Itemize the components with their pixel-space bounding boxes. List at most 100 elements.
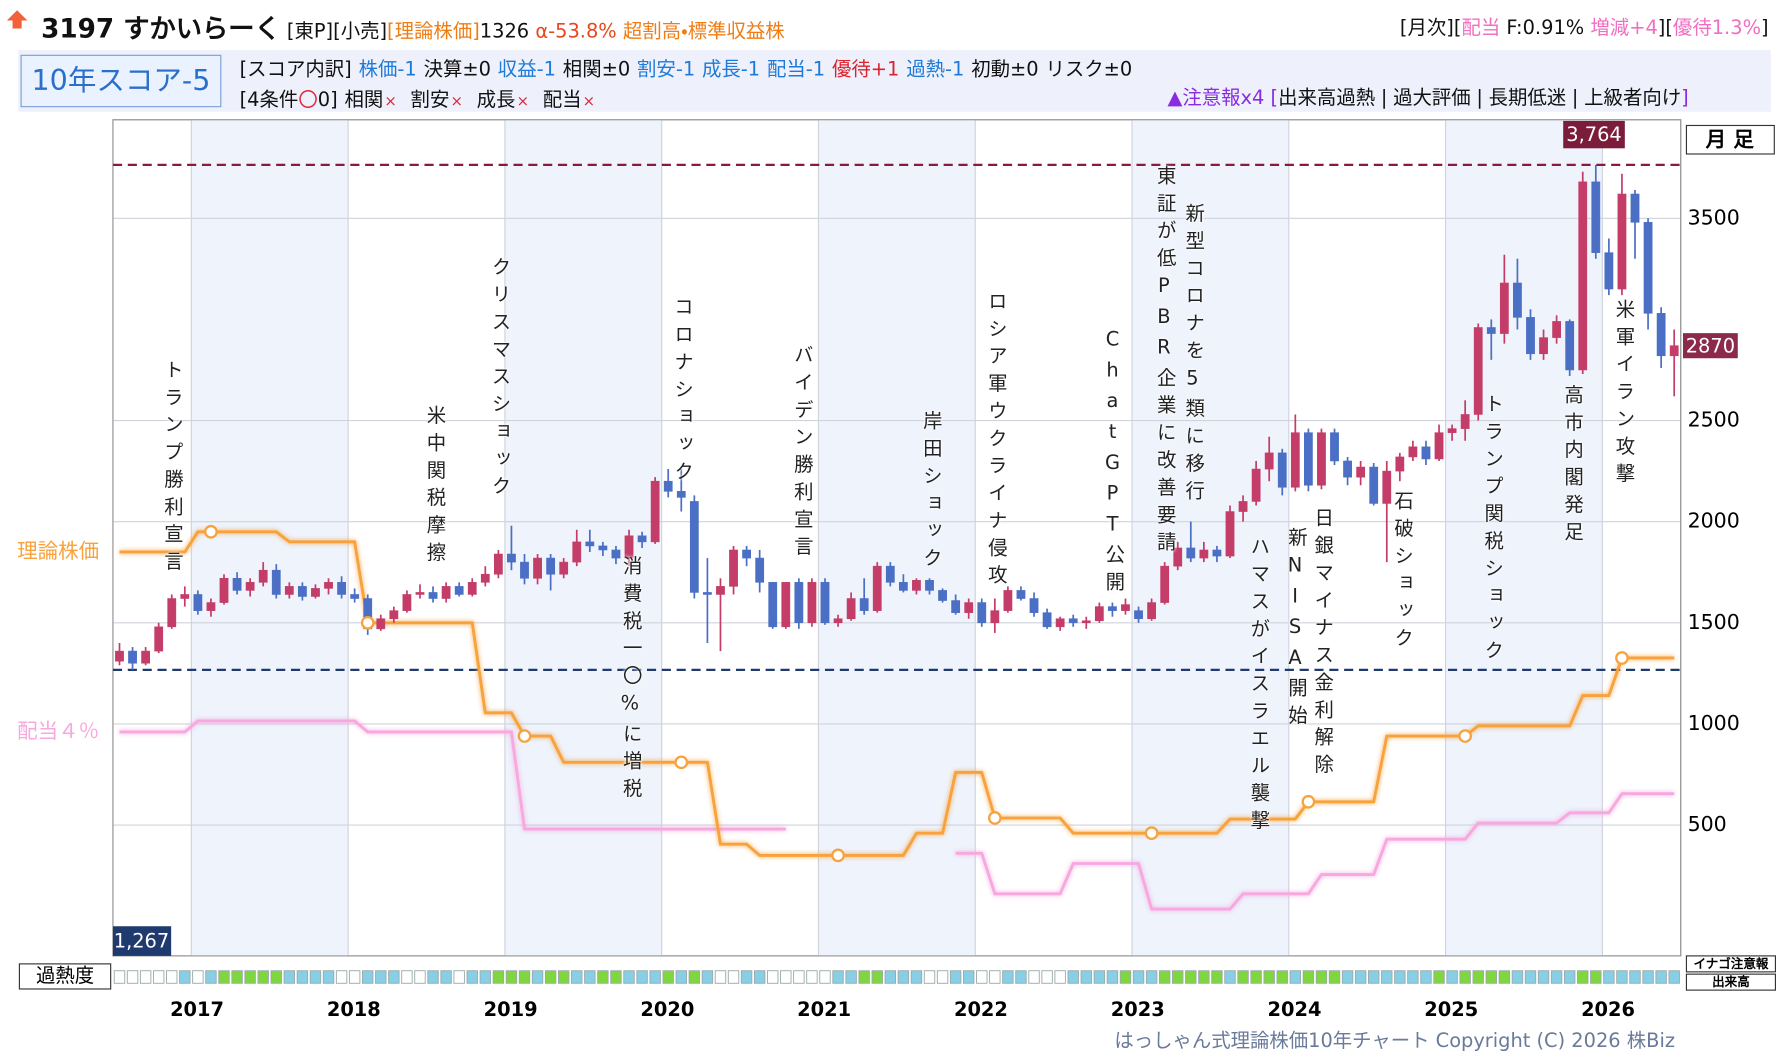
candle-body — [1499, 282, 1509, 334]
candle-body — [559, 561, 569, 575]
warning-sep: | — [1380, 86, 1388, 110]
candle-body — [546, 557, 556, 575]
warning-item: 長期低迷 — [1488, 86, 1567, 110]
overheat-cell — [714, 970, 727, 984]
event-label: トランプ勝利宣言 — [159, 359, 183, 579]
candle-body — [128, 650, 137, 664]
period-label: 月 足 — [1705, 127, 1755, 151]
condition-mark: × — [582, 93, 596, 111]
year-band — [191, 119, 349, 956]
overheat-cell — [636, 970, 648, 984]
candle-body — [1382, 470, 1392, 504]
close: ] — [1761, 17, 1769, 40]
sep: ][ — [1657, 17, 1673, 40]
y-tick-label: 500 — [1688, 812, 1727, 836]
candle-body — [781, 582, 791, 628]
overheat-cell — [518, 970, 531, 984]
series-label: 理論株価 — [17, 539, 99, 563]
overheat-cell — [649, 970, 661, 984]
overheat-cell — [1028, 970, 1040, 984]
overheat-cell — [492, 970, 505, 984]
overheat-cell — [531, 970, 544, 984]
candle-body — [1147, 602, 1157, 620]
overheat-cell — [597, 970, 609, 984]
event-label: トランプ関税ショック — [1479, 393, 1503, 668]
candle-body — [1630, 193, 1640, 223]
candle-body — [572, 541, 582, 563]
candle-body — [141, 650, 151, 664]
conditions-mark: 〇 — [298, 88, 318, 112]
candle-body — [598, 545, 608, 551]
overheat-cell — [858, 970, 870, 984]
x-tick-label: 2023 — [1111, 998, 1165, 1021]
year-band — [1445, 119, 1603, 956]
event-label: コロナショック — [669, 296, 693, 489]
overheat-cell — [1093, 970, 1106, 984]
overheat-cell — [1106, 970, 1119, 984]
warning-item: 上級者向け — [1584, 86, 1682, 110]
overheat-cell — [479, 970, 492, 984]
overheat-cell — [571, 970, 583, 984]
candle-body — [729, 549, 738, 587]
volume-label: 出来高 — [1712, 974, 1750, 989]
candle-body — [925, 580, 934, 591]
overheat-cell — [1629, 970, 1641, 984]
candle-body — [533, 557, 542, 579]
y-tick-label: 1500 — [1688, 610, 1740, 634]
overheat-cell — [1459, 970, 1471, 984]
candle-body — [1108, 606, 1117, 611]
overheat-cell — [1433, 970, 1445, 984]
score-items: [スコア内訳] 株価-1 決算±0 収益-1 相関±0 割安-1 成長-1 配当-1 優待+1 過… — [240, 52, 1139, 81]
overheat-cell — [780, 970, 792, 984]
x-tick-label: 2024 — [1268, 998, 1322, 1021]
event-label: 石破ショック — [1389, 490, 1413, 655]
conditions: [4条件〇0] 相関× 割安× 成長× 配当× — [240, 83, 609, 112]
candle-body — [1343, 460, 1352, 478]
year-band — [504, 119, 662, 956]
candle-body — [428, 592, 438, 599]
overheat-cell — [414, 970, 426, 984]
candle-body — [624, 535, 634, 559]
theory-marker — [204, 524, 218, 539]
candle-body — [1186, 547, 1196, 559]
conditions-count: 0] — [317, 88, 338, 112]
candle-body — [154, 626, 164, 652]
overheat-cell — [322, 970, 335, 984]
overheat-cell — [740, 970, 753, 984]
candle-body — [1473, 327, 1483, 415]
candle-body — [1447, 428, 1457, 433]
event-label: バイデン勝利宣言 — [789, 344, 813, 564]
candle-body — [1290, 432, 1300, 488]
overheat-cell — [1550, 970, 1563, 984]
f-rate: F:0.91% — [1506, 17, 1585, 40]
overheat-cell — [1537, 970, 1550, 984]
overheat-cell — [1172, 970, 1184, 984]
candle-body — [1016, 590, 1026, 599]
candle-body — [1003, 590, 1013, 611]
candle-body — [820, 582, 830, 624]
overheat-cell — [192, 970, 204, 984]
stock-name: 3197 すかいらーく — [41, 14, 281, 45]
candle-body — [977, 602, 987, 624]
inago-label: イナゴ注意報 — [1693, 956, 1768, 971]
overheat-cell — [1407, 970, 1419, 984]
overheat-cell — [375, 970, 387, 984]
candle-body — [1513, 282, 1522, 318]
warning-label: ▲注意報x4 — [1167, 86, 1265, 110]
copyright: はっしゃん式理論株価10年チャート Copyright (C) 2026 株Bi… — [1114, 1029, 1675, 1052]
score-item: 成長-1 — [702, 58, 761, 81]
overheat-cell — [727, 970, 740, 984]
candle-body — [1238, 501, 1248, 512]
plot-border — [112, 119, 1682, 957]
candle-body — [1134, 610, 1143, 620]
overheat-cell — [440, 970, 452, 984]
change: 増減+4 — [1590, 17, 1658, 40]
overheat-cell — [152, 970, 165, 984]
condition: 成長× — [477, 89, 536, 112]
candle-body — [807, 582, 817, 624]
x-tick-label: 2020 — [640, 998, 694, 1021]
candle-body — [1042, 612, 1052, 628]
overheat-cell — [1250, 970, 1262, 984]
overheat-cell — [819, 970, 831, 984]
candle-body — [1539, 337, 1548, 355]
